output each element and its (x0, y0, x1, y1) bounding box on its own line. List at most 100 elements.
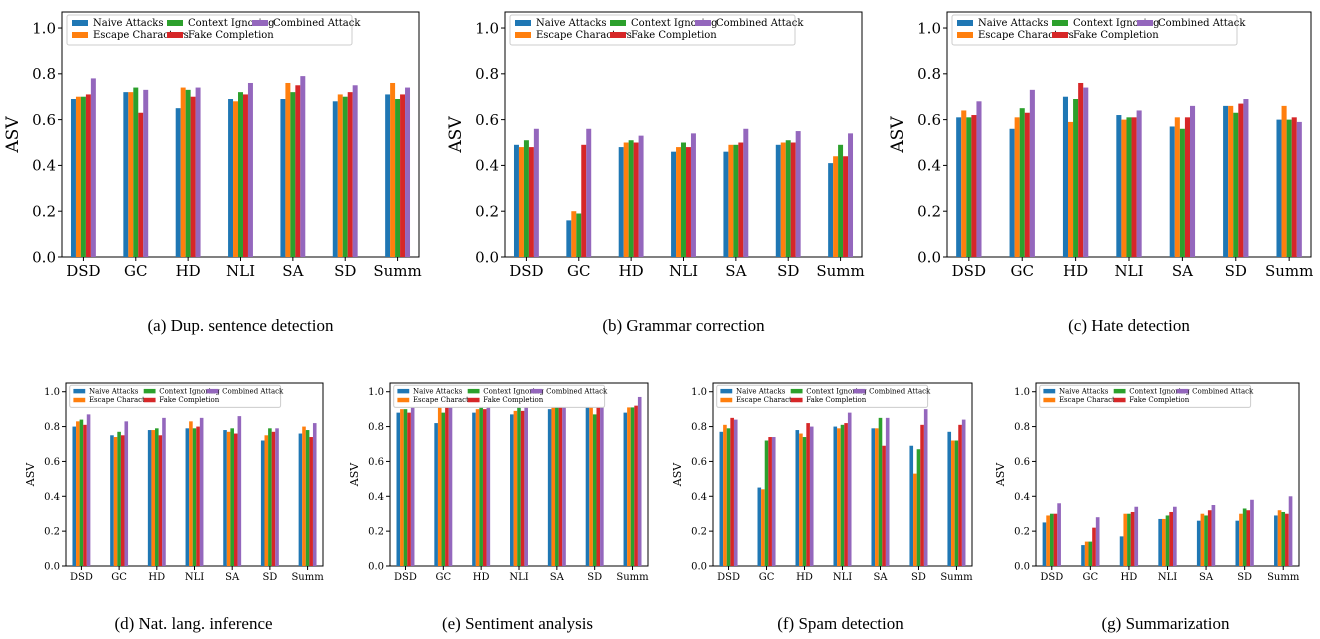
bar-sa-1 (1200, 513, 1205, 566)
y-tick-label: 0.2 (1014, 527, 1030, 538)
bar-dsd-3 (528, 147, 534, 257)
x-tick-label: DSD (509, 262, 543, 280)
y-tick-label: 0.4 (917, 157, 941, 175)
bar-hd-3 (806, 423, 810, 566)
bar-hd-0 (175, 108, 181, 258)
bar-dsd-2 (523, 140, 529, 257)
bar-sd-2 (268, 428, 272, 566)
x-tick-label: HD (1121, 572, 1138, 583)
y-tick-label: 0.0 (691, 562, 707, 573)
bar-gc-2 (576, 213, 582, 257)
bar-sd-4 (923, 409, 928, 566)
bar-hd-3 (190, 96, 196, 257)
bar-dsd-3 (85, 94, 91, 258)
legend-label: Context Ignoring (1073, 18, 1160, 29)
y-tick-label: 0.0 (44, 562, 60, 573)
bar-sd-2 (916, 449, 921, 566)
bar-sd-3 (596, 405, 601, 566)
legend-swatch (790, 397, 803, 403)
bar-hd-3 (1078, 82, 1084, 257)
bar-summ-1 (833, 156, 839, 257)
bar-hd-1 (151, 430, 156, 566)
bar-hd-2 (155, 428, 159, 566)
bar-nli-3 (196, 426, 200, 566)
y-tick-label: 0.6 (32, 111, 56, 129)
bar-gc-1 (1084, 541, 1089, 566)
legend-swatch (515, 32, 531, 38)
y-axis-label: ASV (671, 462, 684, 487)
bar-summ-0 (1274, 515, 1278, 566)
bar-hd-4 (638, 135, 644, 257)
bar-gc-1 (437, 407, 442, 566)
bar-dsd-4 (410, 402, 415, 566)
legend-label: Combined Attack (546, 387, 608, 395)
x-tick-label: HD (148, 572, 165, 583)
x-tick-label: SD (587, 572, 602, 583)
bar-sa-2 (1179, 128, 1185, 257)
bar-sd-0 (909, 445, 914, 566)
x-tick-label: SD (334, 262, 356, 280)
bar-sa-4 (1189, 105, 1196, 257)
bar-dsd-2 (80, 96, 86, 257)
bar-nli-4 (1136, 110, 1142, 257)
legend-swatch (1043, 388, 1056, 394)
legend-swatch (1137, 20, 1153, 26)
legend-swatch (397, 397, 410, 403)
legend-label: Fake Completion (159, 396, 220, 404)
bar-sd-0 (260, 440, 265, 566)
bar-dsd-4 (90, 78, 96, 257)
bar-hd-3 (633, 142, 639, 257)
x-tick-label: NLI (226, 262, 255, 280)
bar-sa-0 (723, 151, 729, 257)
legend-label: Escape Characters (1059, 396, 1126, 404)
bar-nli-0 (510, 414, 514, 566)
bar-sd-3 (1246, 510, 1251, 566)
bar-sa-1 (728, 144, 734, 257)
x-tick-label: SA (1199, 572, 1214, 583)
bar-nli-2 (1126, 117, 1132, 257)
bar-sa-4 (300, 76, 306, 257)
bar-hd-1 (623, 142, 629, 257)
x-tick-label: SD (911, 572, 926, 583)
bar-hd-1 (180, 87, 186, 257)
bar-summ-4 (848, 133, 854, 257)
legend-swatch (252, 20, 268, 26)
y-tick-label: 1.0 (917, 19, 941, 37)
legend-swatch (610, 20, 626, 26)
bar-sa-2 (878, 417, 883, 566)
bar-gc-3 (1092, 527, 1096, 566)
bar-nli-2 (840, 424, 845, 566)
bar-hd-2 (1127, 513, 1131, 566)
bar-summ-1 (1281, 105, 1287, 257)
legend-swatch (720, 397, 733, 403)
bar-sd-3 (347, 92, 353, 257)
legend-label: Escape Characters (536, 30, 632, 41)
bar-sd-0 (585, 407, 590, 566)
bar-sa-0 (547, 409, 552, 566)
bar-sd-4 (795, 131, 801, 257)
bar-summ-2 (395, 99, 401, 258)
x-tick-label: SD (777, 262, 799, 280)
legend-label: Naive Attacks (736, 387, 786, 395)
y-tick-label: 0.4 (475, 157, 499, 175)
bar-nli-2 (1165, 515, 1170, 566)
legend-swatch (1176, 388, 1189, 394)
bar-nli-0 (1158, 518, 1163, 566)
y-tick-label: 0.2 (691, 527, 707, 538)
x-tick-label: GC (759, 572, 775, 583)
bar-sd-1 (337, 94, 343, 258)
bar-hd-4 (195, 87, 201, 257)
bar-hd-4 (1083, 87, 1089, 257)
bar-sd-1 (589, 407, 593, 566)
bar-hd-3 (482, 409, 487, 566)
y-tick-label: 0.0 (1014, 562, 1030, 573)
bar-dsd-0 (396, 412, 401, 566)
legend-label: Context Ignoring (631, 18, 718, 29)
x-tick-label: Summ (1267, 572, 1300, 583)
bar-hd-0 (618, 147, 624, 257)
bar-sa-2 (555, 405, 559, 566)
